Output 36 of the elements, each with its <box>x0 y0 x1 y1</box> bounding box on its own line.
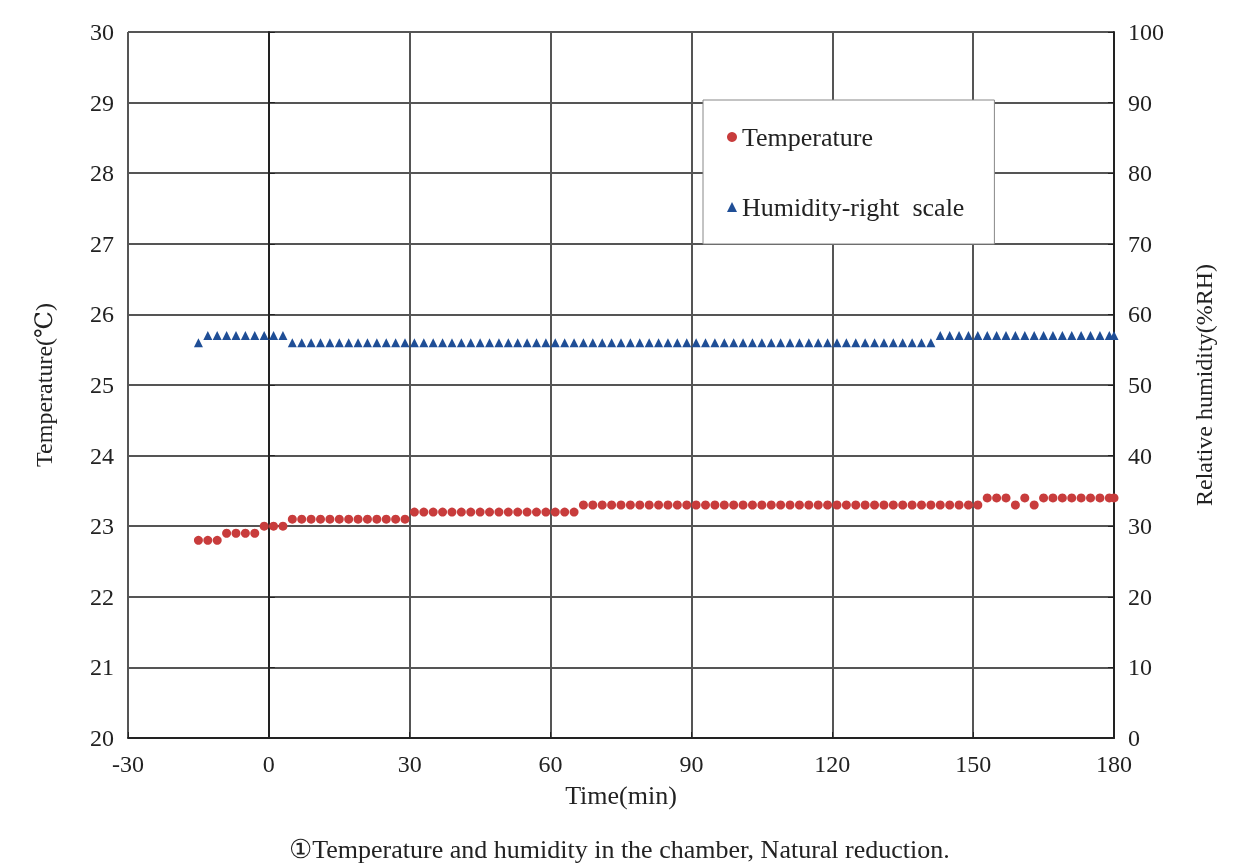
y-tick-label: 24 <box>90 442 114 469</box>
x-tick-label: 60 <box>538 751 563 777</box>
y2-tick-label: 0 <box>1128 725 1140 751</box>
y-tick-label: 26 <box>90 301 114 328</box>
x-tick-label: 30 <box>397 751 422 777</box>
x-tick-label: 0 <box>262 751 275 777</box>
y2-tick-label: 40 <box>1128 442 1152 469</box>
y-tick-label: 27 <box>90 230 114 257</box>
y-tick-label: 29 <box>90 89 114 116</box>
y-tick-label: 21 <box>90 654 114 681</box>
y2-tick-label: 60 <box>1128 301 1152 328</box>
y2-tick-label: 80 <box>1128 160 1152 187</box>
y2-tick-label: 10 <box>1128 654 1152 681</box>
y-axis-title: Temperature(℃) <box>31 303 57 467</box>
x-tick-label: 180 <box>1096 751 1132 777</box>
y2-tick-label: 100 <box>1128 19 1164 45</box>
y-tick-label: 30 <box>90 19 114 45</box>
y-tick-label: 25 <box>90 372 114 398</box>
x-tick-label: -30 <box>112 751 144 777</box>
y2-tick-label: 30 <box>1128 513 1152 540</box>
y-tick-label: 28 <box>90 160 114 187</box>
text: ①Temperature and humidity in the chamber, Natural reduction. <box>289 834 950 864</box>
y-tick-label: 20 <box>90 725 114 751</box>
legend-label: Humidity-right scale <box>742 192 965 222</box>
x-tick-label: 120 <box>814 751 851 777</box>
y-tick-label: 23 <box>90 513 114 540</box>
legend-label: Temperature <box>742 122 873 152</box>
y2-axis-title: Relative humidity(%RH) <box>1191 264 1217 506</box>
x-axis-title: Time(min) <box>565 780 677 810</box>
y2-tick-label: 50 <box>1128 372 1152 398</box>
y2-tick-label: 90 <box>1128 89 1152 116</box>
y2-tick-label: 20 <box>1128 583 1152 610</box>
y2-tick-label: 70 <box>1128 230 1152 257</box>
x-tick-label: 150 <box>955 751 992 777</box>
y-tick-label: 22 <box>90 583 114 610</box>
x-tick-label: 90 <box>679 751 704 777</box>
